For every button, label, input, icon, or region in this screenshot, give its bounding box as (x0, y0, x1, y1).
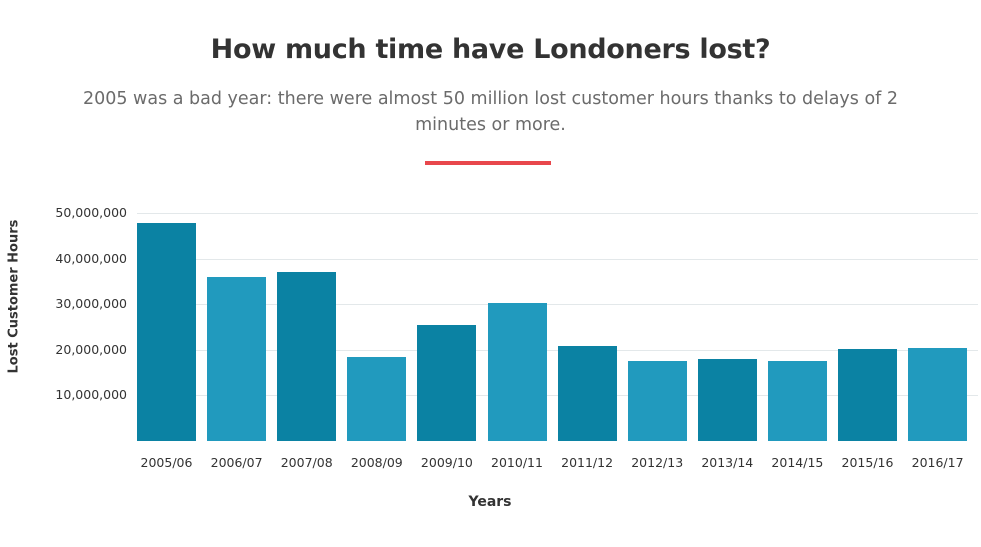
plot-area (137, 213, 978, 441)
bar-2016-17[interactable] (908, 347, 968, 441)
bar-2009-10[interactable] (417, 325, 477, 441)
y-tick-label: 10,000,000 (55, 387, 127, 403)
accent-divider (425, 161, 551, 165)
x-tick-label: 2016/17 (911, 455, 964, 470)
bar-2005-06[interactable] (137, 222, 196, 441)
bar-2010-11[interactable] (487, 303, 547, 441)
y-tick-label: 20,000,000 (55, 341, 127, 357)
x-tick-label: 2014/15 (771, 455, 824, 470)
y-tick-label: 30,000,000 (55, 296, 127, 312)
x-tick-label: 2011/12 (561, 455, 614, 470)
y-tick-label: 50,000,000 (55, 205, 127, 220)
y-tick-label: 40,000,000 (55, 250, 127, 266)
gridline (137, 349, 978, 351)
x-tick-label: 2013/14 (701, 455, 754, 470)
bar-2013-14[interactable] (697, 359, 757, 441)
bar-2015-16[interactable] (838, 348, 897, 441)
bar-2007-08[interactable] (277, 271, 337, 441)
x-tick-label: 2010/11 (491, 455, 543, 470)
x-tick-label: 2007/08 (280, 455, 333, 470)
chart-title: How much time have Londoners lost? (210, 34, 771, 65)
x-tick-label: 2005/06 (140, 455, 193, 470)
x-tick-label: 2006/07 (210, 455, 263, 470)
x-tick-label: 2015/16 (841, 455, 894, 470)
gridline (137, 304, 978, 306)
gridline (137, 395, 978, 397)
bar-2011-12[interactable] (557, 346, 617, 441)
bar-2006-07[interactable] (207, 276, 267, 441)
x-tick-label: 2012/13 (631, 455, 684, 470)
bar-2012-13[interactable] (627, 361, 687, 441)
x-tick-label: 2009/10 (420, 455, 473, 470)
gridline (137, 258, 978, 260)
bar-2008-09[interactable] (347, 357, 407, 441)
gridline (137, 213, 978, 214)
chart-subtitle: 2005 was a bad year: there were almost 5… (82, 89, 899, 135)
x-axis-label: Years (468, 494, 512, 510)
bar-2014-15[interactable] (767, 361, 827, 441)
x-tick-label: 2008/09 (350, 455, 403, 470)
